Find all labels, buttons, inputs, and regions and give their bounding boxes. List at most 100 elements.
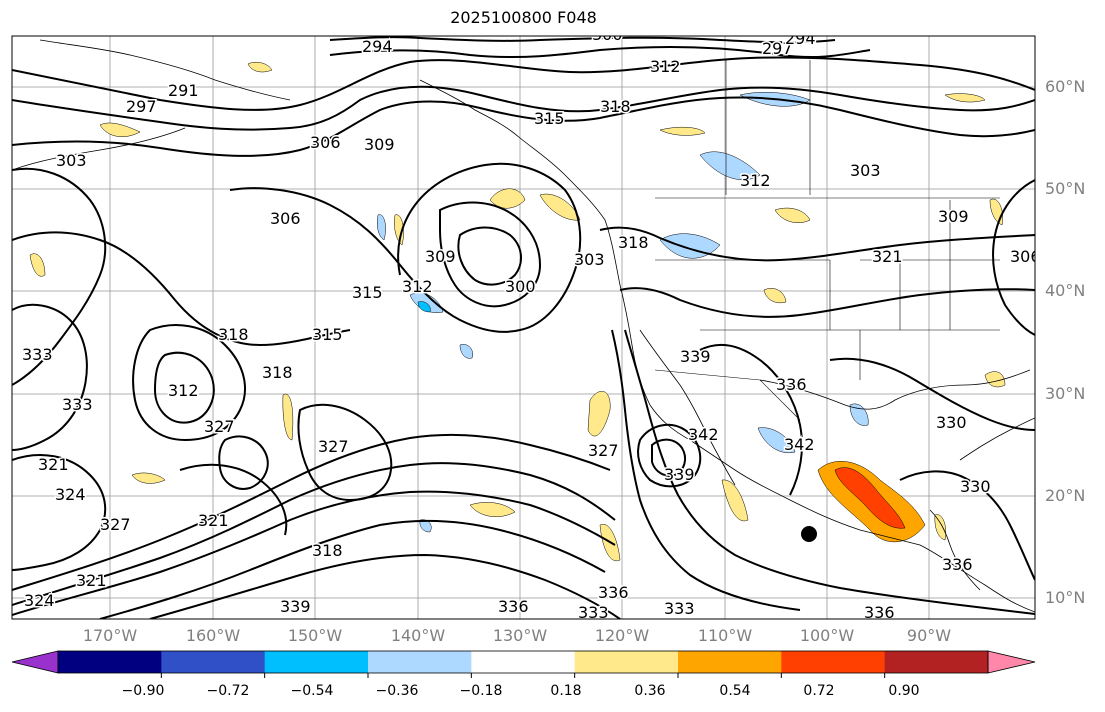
contour-label: 297: [126, 97, 157, 116]
colorbar-segment: [884, 651, 989, 673]
contour-label: 324: [55, 485, 86, 504]
contour-label: 294: [785, 29, 816, 48]
colorbar-segment: [574, 651, 679, 673]
contour-label: 336: [864, 603, 895, 622]
colorbar-extend-min: [11, 650, 59, 674]
lon-label: 110°W: [697, 626, 753, 645]
colorbar-tick-label: 0.54: [719, 683, 751, 699]
contour-label: 303: [850, 161, 881, 180]
gridlines: [12, 36, 1035, 619]
contour-label: 318: [218, 325, 249, 344]
contour-label: 339: [280, 597, 311, 616]
colorbar-tick-label: −0.36: [375, 683, 419, 699]
colorbar: [11, 650, 1036, 678]
contour-label: 318: [600, 97, 631, 116]
colorbar-segment: [58, 651, 162, 673]
contour-labels: 294 300 297 294 312 291 297 318 315 306 …: [21, 25, 1041, 622]
contour-label: 336: [776, 375, 807, 394]
contour-label: 291: [168, 81, 199, 100]
contour-label: 327: [318, 437, 349, 456]
contour-label: 303: [56, 151, 87, 170]
lon-label: 90°W: [906, 626, 952, 645]
colorbar-segment: [161, 651, 266, 673]
colorbar-tick-label: 0.36: [634, 683, 666, 699]
map-title: 2025100800 F048: [450, 8, 597, 27]
contour-label: 333: [62, 395, 93, 414]
location-marker: [801, 526, 817, 542]
contour-label: 330: [936, 413, 967, 432]
lat-label: 50°N: [1045, 179, 1086, 198]
map-frame: [11, 35, 1036, 620]
colorbar-segment: [368, 651, 472, 673]
contour-label: 312: [402, 277, 433, 296]
contour-label: 318: [618, 233, 649, 252]
contour-label: 333: [578, 603, 609, 622]
contour-label: 315: [352, 283, 383, 302]
colorbar-tick-label: 0.72: [803, 683, 835, 699]
lon-label: 100°W: [799, 626, 855, 645]
lon-label: 130°W: [492, 626, 548, 645]
contour-label: 330: [960, 477, 991, 496]
contour-label: 324: [24, 591, 55, 610]
contour-label: 300: [505, 277, 536, 296]
lon-label: 160°W: [185, 626, 241, 645]
colorbar-segment: [264, 651, 369, 673]
colorbar-tick-label: −0.72: [206, 683, 250, 699]
coastlines: [12, 39, 1035, 613]
contour-label: 318: [262, 363, 293, 382]
contour-label: 315: [534, 109, 565, 128]
colorbar-tick-label: −0.90: [121, 683, 165, 699]
lat-label: 30°N: [1045, 384, 1086, 403]
colorbar-tick-label: 0.90: [888, 683, 920, 699]
contour-label: 306: [1010, 247, 1041, 266]
colorbar-tick-label: −0.54: [290, 683, 334, 699]
contour-label: 309: [938, 207, 969, 226]
contour-label: 294: [362, 37, 393, 56]
contour-label: 336: [498, 597, 529, 616]
contour-label: 309: [364, 135, 395, 154]
lon-label: 150°W: [287, 626, 343, 645]
contour-label: 336: [598, 583, 629, 602]
contour-label: 312: [168, 381, 199, 400]
colorbar-outline: [57, 650, 989, 674]
colorbar-segment: [781, 651, 886, 673]
colorbar-tick-label: −0.18: [459, 683, 503, 699]
colorbar-segment: [471, 651, 576, 673]
lon-label: 170°W: [82, 626, 138, 645]
colorbar-tick-label: 0.18: [550, 683, 582, 699]
contour-label: 321: [198, 511, 229, 530]
contour-label: 306: [310, 133, 341, 152]
lat-label: 60°N: [1045, 77, 1086, 96]
contour-label: 321: [38, 455, 69, 474]
lat-label: 40°N: [1045, 281, 1086, 300]
lon-label: 140°W: [390, 626, 446, 645]
contour-label: 327: [588, 441, 619, 460]
contour-label: 321: [872, 247, 903, 266]
contour-label: 309: [425, 247, 456, 266]
contour-label: 339: [680, 347, 711, 366]
contour-label: 342: [688, 425, 719, 444]
contour-label: 312: [650, 57, 681, 76]
contour-label: 339: [664, 465, 695, 484]
contour-label: 318: [312, 541, 343, 560]
contour-label: 321: [76, 571, 107, 590]
contour-label: 315: [312, 325, 343, 344]
contour-label: 297: [762, 39, 793, 58]
lat-label: 10°N: [1045, 588, 1086, 607]
colorbar-extend-max: [987, 650, 1036, 674]
contour-label: 327: [100, 515, 131, 534]
shaded-anomalies: [29, 62, 1006, 562]
geopotential-contours: [12, 36, 1035, 619]
contour-label: 333: [664, 599, 695, 618]
colorbar-segment: [678, 651, 782, 673]
contour-label: 336: [942, 555, 973, 574]
contour-label: 327: [204, 417, 235, 436]
contour-label: 303: [574, 250, 605, 269]
contour-label: 300: [592, 25, 623, 44]
contour-label: 312: [740, 171, 771, 190]
contour-label: 342: [784, 435, 815, 454]
contour-label: 333: [22, 345, 53, 364]
lat-label: 20°N: [1045, 486, 1086, 505]
lon-label: 120°W: [594, 626, 650, 645]
